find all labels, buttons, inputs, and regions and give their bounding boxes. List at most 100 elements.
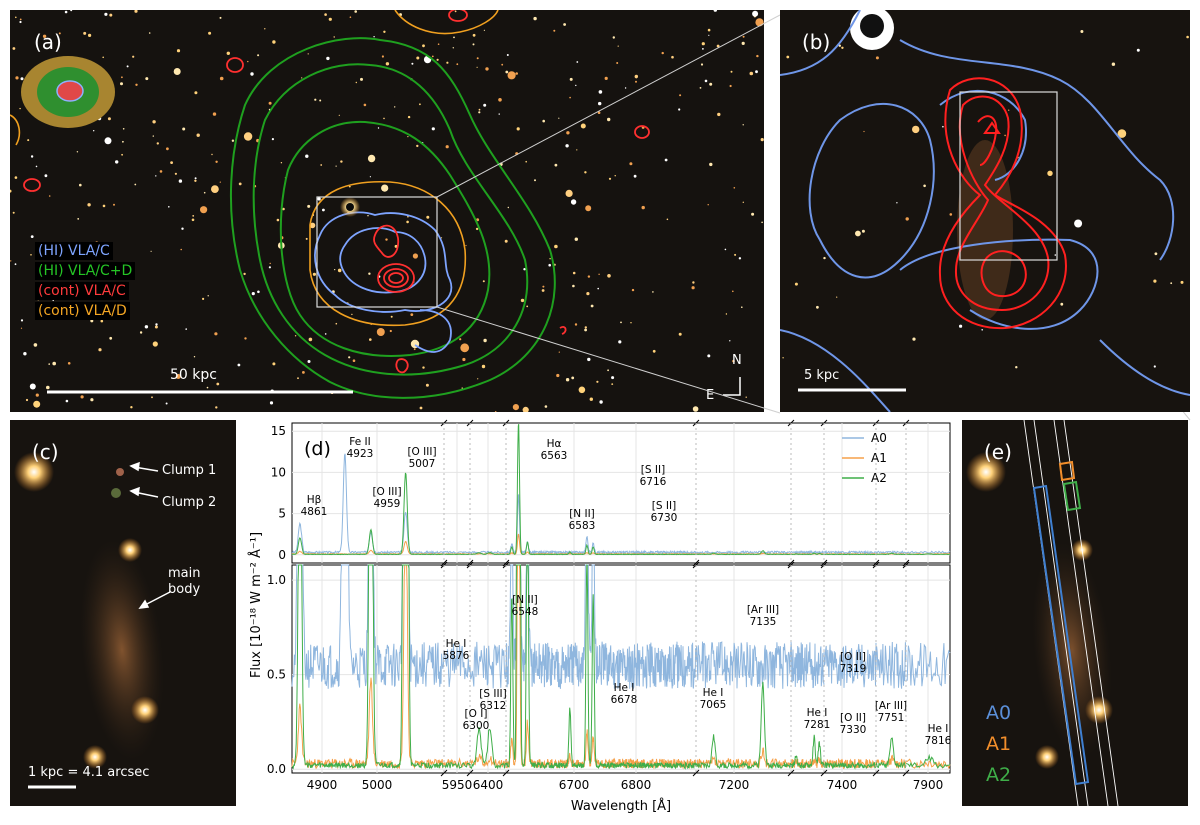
star: [607, 274, 611, 278]
star: [578, 386, 586, 394]
star: [1186, 35, 1189, 39]
star: [563, 23, 566, 26]
star: [620, 321, 622, 324]
star: [120, 82, 123, 86]
star: [135, 83, 138, 87]
star: [58, 32, 61, 35]
star: [369, 338, 372, 341]
trace-a2-top: [876, 552, 907, 556]
star: [30, 155, 34, 158]
star: [794, 282, 798, 286]
star: [226, 51, 230, 55]
star: [377, 127, 380, 129]
star: [708, 34, 710, 36]
star: [504, 239, 508, 243]
bottom-line-annotation: [S III]: [479, 688, 507, 700]
star: [751, 212, 755, 216]
trace-a1-bottom: [875, 754, 907, 769]
star: [836, 296, 838, 298]
star: [1080, 30, 1084, 33]
star: [549, 258, 551, 260]
axis-break-mark: [466, 559, 474, 567]
star: [604, 76, 608, 80]
star: [156, 142, 159, 145]
star: [46, 385, 50, 390]
galaxy-main-body-e: [1032, 542, 1112, 758]
star: [122, 128, 125, 130]
star: [14, 263, 17, 266]
star: [478, 111, 481, 114]
star: [515, 72, 518, 75]
clump-1-blob: [116, 468, 124, 476]
star: [348, 356, 351, 359]
star: [483, 103, 487, 107]
star: [320, 164, 323, 166]
star: [307, 204, 311, 208]
star: [407, 136, 409, 138]
top-line-annotation: Hα: [547, 438, 562, 450]
star: [307, 360, 311, 363]
star: [598, 101, 602, 106]
star: [1008, 109, 1010, 111]
star: [214, 332, 218, 336]
star-c4: [83, 745, 107, 769]
hi-vla-cd-contours: [229, 37, 556, 399]
star: [729, 84, 732, 88]
star: [100, 319, 104, 323]
trace-a0-top: [905, 550, 951, 555]
bottom-line-annotation: [Ar III]: [747, 604, 779, 616]
star: [102, 56, 104, 59]
star: [104, 137, 112, 145]
main-body-label-2: body: [168, 582, 201, 597]
trace-a0-top: [695, 550, 792, 555]
star: [1054, 254, 1057, 256]
star: [652, 349, 656, 353]
trace-a2-bottom: [823, 761, 877, 770]
trace-a1-bottom: [291, 564, 445, 770]
axis-break-mark: [902, 559, 910, 567]
bottom-line-annotation: 7319: [840, 663, 867, 675]
star: [534, 179, 536, 182]
trace-a0-bottom: [291, 564, 445, 689]
bottom-line-annotation: 6300: [463, 720, 490, 732]
star: [76, 151, 79, 153]
star: [630, 322, 632, 324]
star: [587, 357, 591, 362]
top-line-annotation: 4923: [347, 448, 374, 460]
star: [1154, 252, 1158, 256]
star: [612, 36, 615, 39]
legend-cont-vla-c: (cont) VLA/C: [35, 282, 129, 300]
top-line-annotation: 6730: [651, 512, 678, 524]
axis-break-mark: [820, 559, 828, 567]
star: [732, 359, 735, 363]
star: [1060, 302, 1064, 306]
star: [1015, 366, 1018, 369]
trace-a0-top: [824, 549, 877, 555]
star: [294, 335, 297, 337]
panel-e-image: (e) A0 A1 A2: [962, 420, 1188, 806]
star: [373, 36, 375, 38]
star: [574, 323, 578, 326]
star: [83, 31, 87, 35]
star: [181, 227, 184, 230]
trace-a2-top: [790, 552, 825, 556]
star: [337, 268, 342, 273]
star: [572, 284, 575, 288]
star: [589, 397, 593, 401]
star: [1153, 365, 1156, 368]
star: [445, 145, 449, 149]
star: [178, 179, 183, 183]
trace-a2-bottom: [291, 564, 445, 770]
star: [494, 411, 497, 412]
star: [598, 273, 600, 275]
star: [742, 201, 744, 203]
star: [558, 351, 560, 353]
star: [206, 386, 209, 389]
axis-break-mark: [787, 559, 795, 567]
star: [481, 364, 486, 369]
star: [104, 12, 108, 16]
star: [741, 306, 743, 309]
star: [483, 29, 485, 31]
bottom-line-annotation: 6312: [480, 700, 507, 712]
star: [760, 138, 764, 142]
